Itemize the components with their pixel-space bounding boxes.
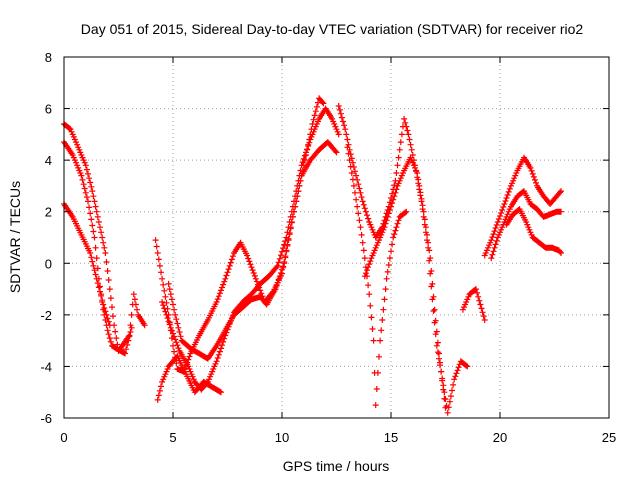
series-trace-h [335,103,471,416]
series-trace-l [481,154,564,259]
series-trace-g [154,353,224,403]
x-axis-label: GPS time / hours [283,458,390,474]
series-trace-n [503,206,564,256]
series-trace-b [61,139,135,357]
scatter-points [459,286,488,323]
plot-frame [63,56,610,419]
chart-title: Day 051 of 2015, Sidereal Day-to-day VTE… [81,21,584,37]
scatter-points [159,105,342,393]
y-tick-label: 8 [45,50,52,65]
x-tick-label: 15 [384,430,398,445]
data-points [61,95,564,416]
y-tick-label: 4 [45,153,52,168]
series-trace-c [61,201,113,329]
y-tick-label: -2 [40,308,52,323]
scatter-points [481,154,564,259]
x-tick-label: 0 [60,430,67,445]
x-tick-label: 25 [602,430,616,445]
scatter-points [488,188,564,262]
series-trace-d [152,95,327,375]
y-tick-label: 6 [45,102,52,117]
y-tick-label: 2 [45,205,52,220]
series-trace-e [159,105,342,393]
x-tick-label: 20 [493,430,507,445]
x-tick-label: 5 [169,430,176,445]
axis-ticks: 0 5 10 15 20 25 -6 -4 -2 0 2 4 6 8 [40,50,616,445]
scatter-points [165,139,340,362]
series-trace-k [459,286,488,323]
scatter-points [503,206,564,256]
scatter-points [361,154,449,411]
series-trace-j [361,154,449,411]
y-tick-label: 0 [45,256,52,271]
y-axis-label: SDTVAR / TECUs [7,181,23,293]
scatter-points [61,139,135,357]
grid-lines [64,57,609,418]
series-trace-f [165,139,340,362]
x-tick-label: 10 [275,430,289,445]
scatter-points [61,201,113,329]
scatter-points [154,353,224,403]
series-trace-m [488,188,564,262]
y-tick-label: -4 [40,359,52,374]
y-tick-label: -6 [40,411,52,426]
scatter-points [335,103,471,416]
scatter-points [152,95,327,375]
